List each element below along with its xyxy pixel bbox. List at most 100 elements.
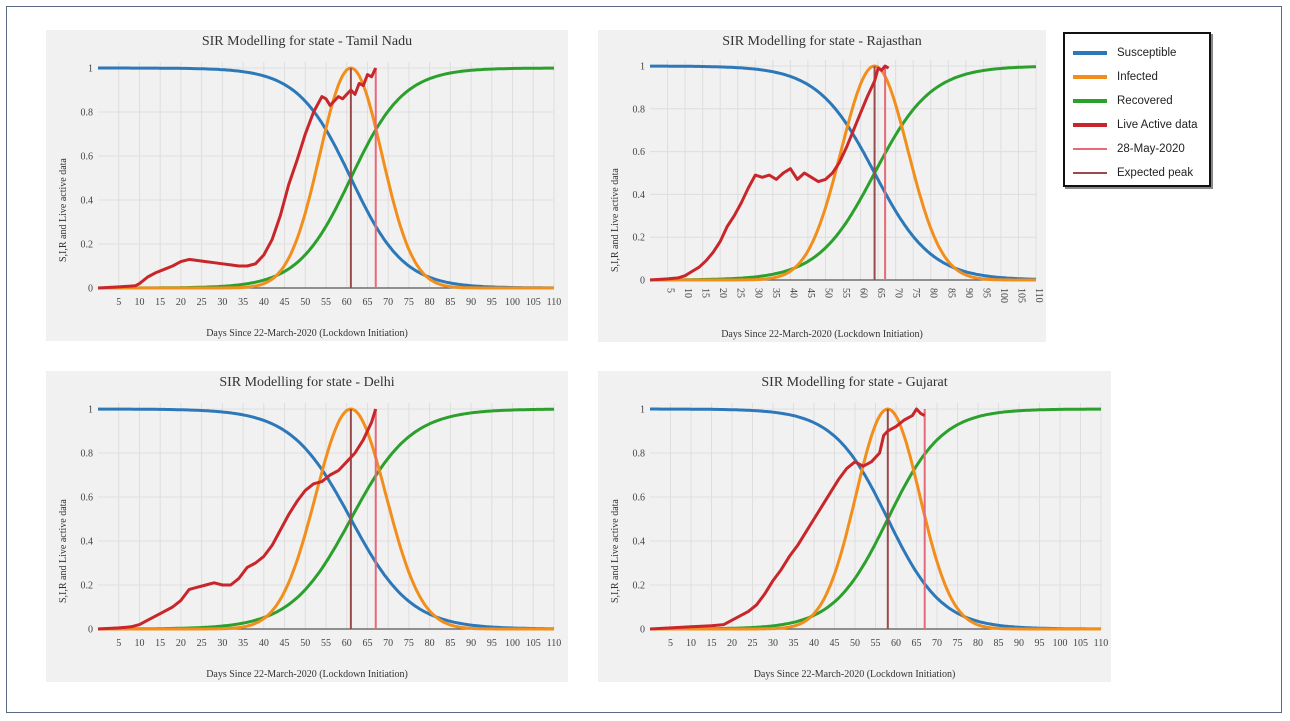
plot-area: 5 10 15 20 25 30 35 40 45 50 55 60 65 70 75 80 85 90 95 100… (633, 60, 1044, 303)
x-tick-label: 95 (487, 297, 497, 308)
legend-label: Recovered (1117, 95, 1173, 107)
x-tick-label: 50 (300, 297, 310, 308)
x-tick-label: 70 (893, 288, 904, 298)
y-tick-label: 0.8 (81, 108, 94, 119)
x-tick-label: 30 (217, 297, 227, 308)
legend-entry-infected: Infected (1073, 67, 1158, 87)
y-tick-label: 0.4 (633, 537, 646, 548)
plot-area: 5 10 15 20 25 30 35 40 45 50 55 60 65 70 75 80 85 90 95 100… (633, 403, 1109, 649)
y-tick-label: 0 (88, 284, 93, 295)
y-tick-label: 0.2 (81, 581, 94, 592)
plot-area: 5 10 15 20 25 30 35 40 45 50 55 60 65 70 75 80 85 90 95 100… (81, 62, 561, 308)
y-tick-label: 0.4 (633, 190, 646, 201)
y-tick-label: 1 (640, 62, 645, 73)
legend-swatch (1073, 75, 1107, 79)
x-tick-label: 95 (980, 288, 991, 298)
x-tick-label: 60 (342, 297, 352, 308)
x-tick-label: 70 (383, 297, 393, 308)
y-tick-label: 0.6 (633, 493, 646, 504)
infected-line (98, 407, 554, 631)
legend-label: Infected (1117, 71, 1158, 83)
x-tick-label: 65 (912, 638, 922, 649)
x-tick-label: 20 (727, 638, 737, 649)
x-tick-label: 100 (505, 638, 520, 649)
x-tick-label: 65 (875, 288, 886, 298)
x-tick-label: 55 (840, 288, 851, 298)
legend-swatch (1073, 51, 1107, 55)
x-tick-label: 60 (858, 288, 869, 298)
x-tick-label: 35 (789, 638, 799, 649)
x-tick-label: 45 (830, 638, 840, 649)
live-active-line (97, 67, 378, 290)
x-tick-label: 105 (526, 638, 541, 649)
x-tick-label: 55 (871, 638, 881, 649)
x-tick-label: 110 (1094, 638, 1109, 649)
x-tick-label: 100 (998, 288, 1009, 303)
legend-label: Susceptible (1117, 47, 1177, 59)
x-tick-label: 30 (768, 638, 778, 649)
plot-area: 5 10 15 20 25 30 35 40 45 50 55 60 65 70 75 80 85 90 95 100… (81, 403, 562, 649)
chart-title: SIR Modelling for state - Rajasthan (722, 34, 922, 49)
x-tick-label: 105 (1015, 288, 1026, 303)
live-active-line (649, 64, 890, 282)
x-tick-label: 70 (932, 638, 942, 649)
x-tick-label: 100 (1053, 638, 1068, 649)
y-tick-label: 0 (88, 625, 93, 636)
x-tick-label: 50 (822, 288, 833, 298)
x-tick-label: 80 (973, 638, 983, 649)
x-tick-label: 25 (197, 638, 207, 649)
x-tick-label: 25 (748, 638, 758, 649)
x-tick-label: 5 (665, 288, 676, 293)
y-tick-label: 1 (88, 405, 93, 416)
x-tick-label: 65 (362, 297, 372, 308)
chart-panel-rajasthan: SIR Modelling for state - Rajasthan S,I,… (598, 30, 1046, 342)
chart-title: SIR Modelling for state - Tamil Nadu (201, 34, 413, 49)
x-tick-label: 35 (770, 288, 781, 298)
x-tick-label: 5 (668, 638, 673, 649)
x-tick-label: 75 (910, 288, 921, 298)
x-tick-label: 5 (116, 638, 121, 649)
susceptible-line (97, 407, 555, 631)
y-tick-label: 0.2 (633, 581, 646, 592)
chart-title: SIR Modelling for state - Delhi (219, 375, 395, 390)
x-tick-label: 75 (404, 638, 414, 649)
x-tick-label: 20 (176, 638, 186, 649)
x-tick-label: 85 (994, 638, 1004, 649)
legend-swatch (1073, 172, 1107, 174)
x-tick-label: 35 (238, 638, 248, 649)
legend-entry-live-active: Live Active data (1073, 115, 1198, 135)
x-tick-label: 45 (280, 638, 290, 649)
x-tick-label: 85 (445, 297, 455, 308)
y-tick-label: 0.6 (81, 152, 94, 163)
x-tick-label: 90 (1014, 638, 1024, 649)
legend-label: Expected peak (1117, 167, 1194, 179)
x-tick-label: 85 (445, 638, 455, 649)
y-tick-label: 1 (88, 64, 93, 75)
x-tick-label: 110 (1033, 288, 1044, 303)
x-tick-label: 105 (1073, 638, 1088, 649)
legend-swatch (1073, 148, 1107, 150)
chart-panel-tamil-nadu: SIR Modelling for state - Tamil Nadu S,I… (46, 30, 568, 341)
legend-swatch (1073, 99, 1107, 103)
x-tick-label: 15 (707, 638, 717, 649)
legend-label: 28-May-2020 (1117, 143, 1185, 155)
legend-entry-susceptible: Susceptible (1073, 43, 1176, 63)
legend-entry-recovered: Recovered (1073, 91, 1173, 111)
x-tick-label: 50 (850, 638, 860, 649)
y-tick-label: 0 (640, 276, 645, 287)
x-tick-label: 40 (809, 638, 819, 649)
x-tick-label: 40 (259, 638, 269, 649)
x-tick-label: 75 (953, 638, 963, 649)
x-tick-label: 80 (425, 297, 435, 308)
y-tick-label: 0.6 (81, 493, 94, 504)
x-tick-label: 10 (682, 288, 693, 298)
y-tick-label: 1 (640, 405, 645, 416)
x-axis-label: Days Since 22-March-2020 (Lockdown Initi… (753, 669, 956, 680)
x-axis-label: Days Since 22-March-2020 (Lockdown Initi… (206, 669, 408, 680)
x-tick-label: 15 (155, 638, 165, 649)
x-tick-label: 65 (362, 638, 372, 649)
x-tick-label: 110 (547, 638, 562, 649)
x-tick-label: 20 (176, 297, 186, 308)
x-tick-label: 80 (928, 288, 939, 298)
x-tick-label: 85 (945, 288, 956, 298)
